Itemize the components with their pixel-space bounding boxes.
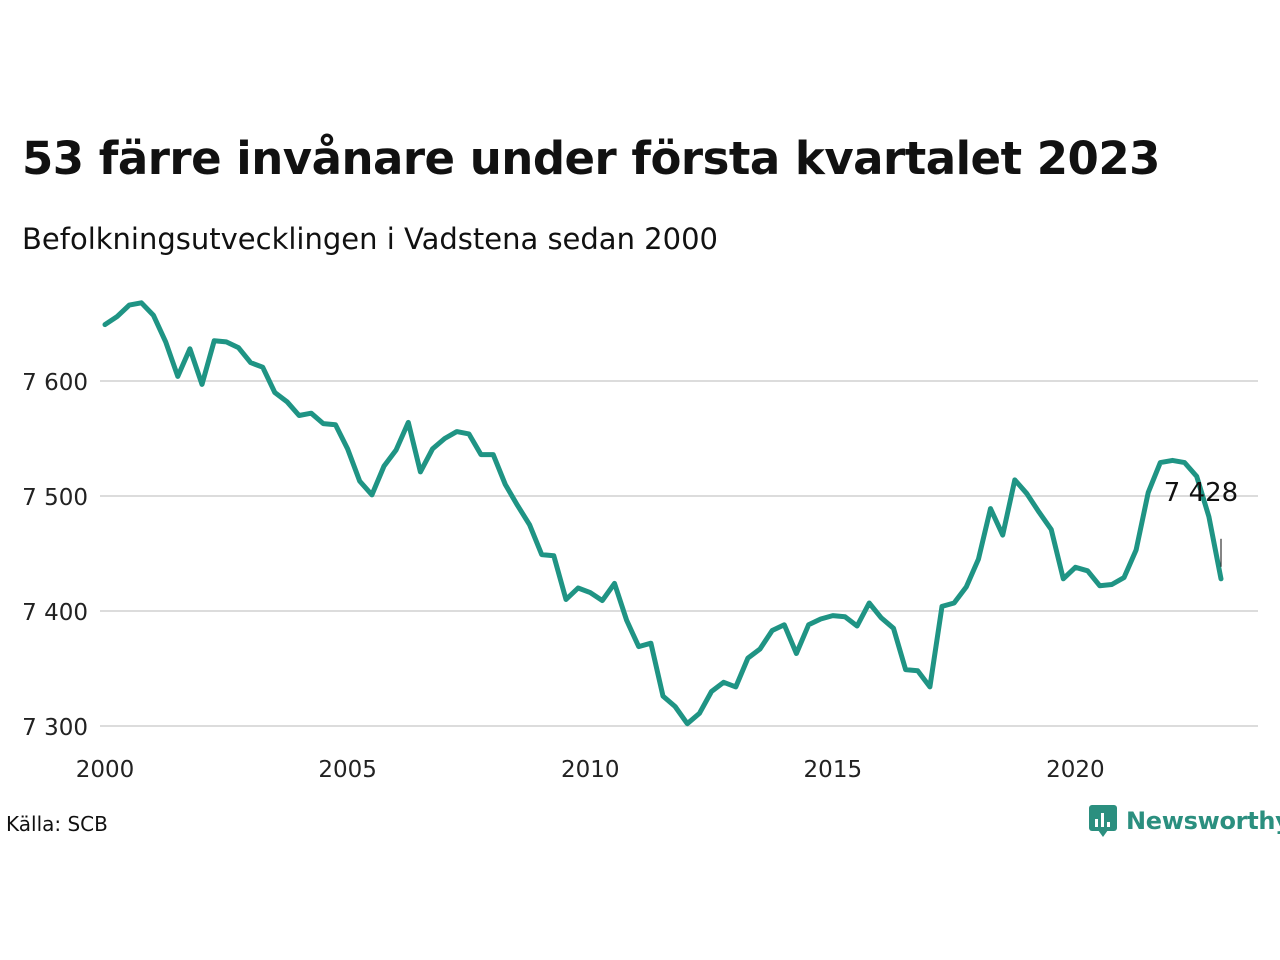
brand-name: Newsworthy bbox=[1126, 807, 1280, 835]
y-axis-tick-labels: 7 300 7 400 7 500 7 600 bbox=[22, 370, 88, 741]
chart-title: 53 färre invånare under första kvartalet… bbox=[22, 132, 1161, 185]
x-tick-label: 2005 bbox=[318, 757, 377, 783]
y-tick-label: 7 500 bbox=[22, 485, 88, 511]
x-tick-label: 2015 bbox=[804, 757, 863, 783]
x-axis-tick-labels: 2000 2005 2010 2015 2020 bbox=[76, 757, 1105, 783]
x-tick-label: 2020 bbox=[1046, 757, 1105, 783]
y-tick-label: 7 300 bbox=[22, 715, 88, 741]
source-note: Källa: SCB bbox=[6, 812, 108, 836]
newsworthy-chart-bubble-icon bbox=[1089, 805, 1117, 837]
annotation-label: 7 428 bbox=[1164, 478, 1238, 508]
gridlines bbox=[100, 380, 1258, 727]
brand-logo: Newsworthy bbox=[1088, 804, 1280, 838]
series-line bbox=[102, 300, 1224, 727]
x-tick-label: 2010 bbox=[561, 757, 620, 783]
y-tick-label: 7 600 bbox=[22, 370, 88, 396]
chart-subtitle: Befolkningsutvecklingen i Vadstena sedan… bbox=[22, 222, 718, 256]
x-tick-label: 2000 bbox=[76, 757, 135, 783]
population-series bbox=[102, 300, 1224, 727]
end-value-annotation: 7 428 bbox=[1164, 478, 1238, 567]
y-tick-label: 7 400 bbox=[22, 600, 88, 626]
